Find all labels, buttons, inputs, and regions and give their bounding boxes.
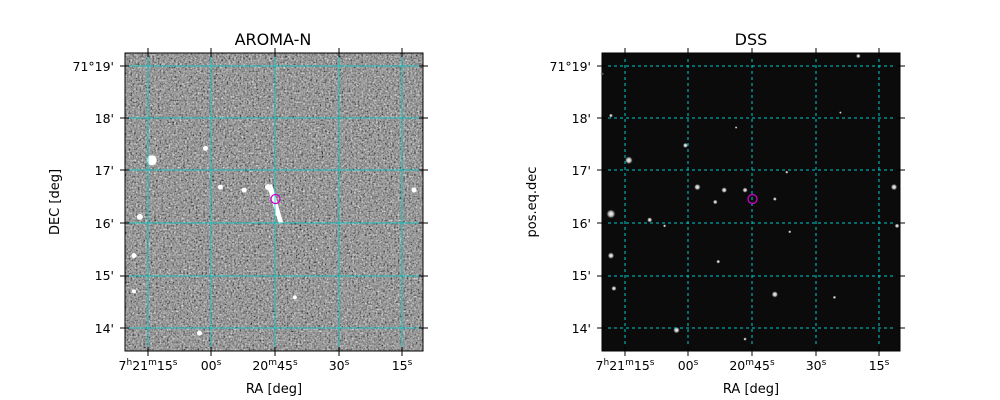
source-blob (855, 53, 861, 59)
tick-marks (597, 48, 905, 356)
x-tick-label: 15s (869, 358, 890, 373)
y-tick-labels: 71°19' 18' 17' 16' 15' 14' (73, 59, 115, 336)
source-blob (716, 259, 721, 264)
y-axis-label: DEC [deg] (48, 169, 63, 235)
x-axis-label: RA [deg] (246, 382, 302, 397)
source-blob (839, 111, 842, 114)
y-tick-labels: 71°19' 18' 17' 16' 15' 14' (550, 59, 592, 336)
y-tick-label: 18' (95, 111, 114, 126)
y-tick-label: 14' (95, 321, 114, 336)
axes-frame (124, 52, 424, 352)
x-tick-label: 00s (201, 358, 222, 373)
x-tick-label: 30s (329, 358, 350, 373)
y-tick-label: 16' (572, 216, 591, 231)
image-background (602, 53, 900, 351)
source-blob (292, 295, 297, 300)
y-axis-label: pos.eq.dec (525, 167, 540, 238)
source-blob (890, 183, 898, 191)
source-blob (788, 230, 792, 234)
source-blob (611, 285, 617, 292)
x-tick-label: 7h21m15s (596, 358, 655, 373)
coordinate-grid (125, 53, 423, 351)
y-tick-label: 15' (572, 268, 591, 283)
panel-title: AROMA-N (235, 30, 312, 49)
y-tick-label: 17' (95, 163, 114, 178)
x-axis-label: RA [deg] (723, 382, 779, 397)
source-blob (202, 145, 208, 151)
x-tick-label: 30s (806, 358, 827, 373)
source-blob (607, 252, 615, 259)
axes-frame (601, 52, 901, 352)
y-tick-label: 15' (95, 268, 114, 283)
panel-aroma-n: AROMA-N 71°19' 18' 17' 16' 15' 14' 7h21m… (48, 30, 428, 397)
source-blob (712, 199, 718, 205)
source-blob (694, 183, 701, 191)
source-blob (197, 330, 202, 336)
y-tick-label: 16' (95, 216, 114, 231)
panel-title: DSS (735, 30, 768, 49)
coordinate-grid (602, 53, 900, 351)
x-tick-labels: 7h21m15s 00s 20m45s 30s 15s (596, 358, 890, 373)
y-tick-label: 18' (572, 111, 591, 126)
x-tick-label: 7h21m15s (119, 358, 178, 373)
image-area (124, 52, 424, 352)
source-blob (241, 187, 247, 193)
y-tick-label: 71°19' (550, 59, 592, 74)
y-tick-label: 14' (572, 321, 591, 336)
source-blob (894, 223, 900, 229)
source-blob (721, 187, 728, 193)
source-blob (682, 142, 689, 148)
source-blob (734, 126, 738, 129)
y-tick-label: 17' (572, 163, 591, 178)
source-blob (606, 209, 616, 219)
source-blob (136, 213, 143, 220)
source-blob (411, 187, 417, 193)
source-blob (131, 253, 137, 259)
x-tick-label: 20m45s (252, 358, 298, 373)
source-blob (743, 337, 747, 341)
source-blob (131, 289, 136, 294)
x-tick-label: 20m45s (729, 358, 775, 373)
x-tick-label: 15s (392, 358, 413, 373)
tick-marks (120, 48, 428, 356)
source-layer (600, 53, 900, 341)
source-blob (608, 113, 613, 118)
source-blob (146, 155, 157, 166)
target-marker (270, 193, 281, 205)
source-blob (673, 326, 680, 334)
source-blob (772, 197, 777, 201)
source-blob (624, 156, 633, 165)
target-marker (747, 193, 758, 205)
source-blob (647, 217, 653, 223)
x-tick-label: 00s (678, 358, 699, 373)
source-blob (785, 170, 789, 174)
source-blob (217, 184, 223, 190)
source-blob (832, 295, 837, 300)
source-blob (771, 291, 779, 298)
y-tick-label: 71°19' (73, 59, 115, 74)
source-blob (663, 224, 667, 228)
panel-dss: DSS 71°19' 18' 17' 16' 15' 14' 7h21m15s … (525, 30, 905, 397)
x-tick-labels: 7h21m15s 00s 20m45s 30s 15s (119, 358, 413, 373)
source-blob (742, 187, 748, 193)
image-area (600, 52, 901, 352)
